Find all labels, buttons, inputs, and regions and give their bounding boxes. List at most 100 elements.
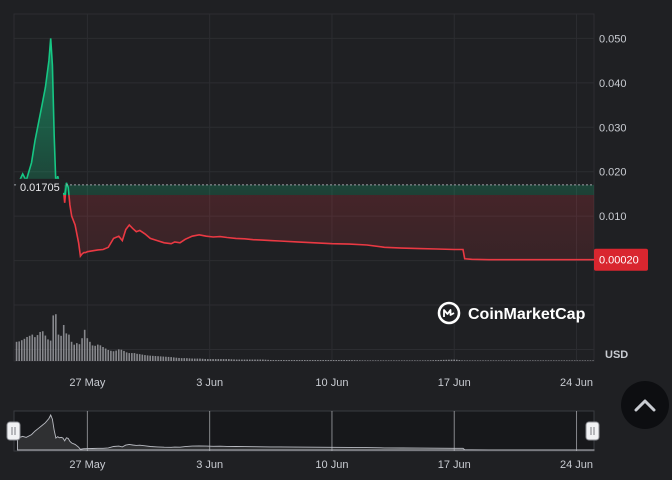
navigator-tick-label: 24 Jun [560, 459, 593, 471]
y-tick-label: 0.010 [599, 211, 627, 223]
volume-bar [117, 349, 120, 361]
volume-bar [400, 360, 403, 361]
coinmarketcap-logo: CoinMarketCap [437, 301, 586, 325]
volume-bar [83, 329, 86, 361]
volume-bar [78, 344, 81, 361]
range-navigator[interactable]: 27 May 3 Jun 10 Jun 17 Jun 24 Jun [6, 410, 600, 471]
volume-bar [272, 360, 275, 361]
volume-bar [573, 360, 576, 361]
volume-bar [157, 356, 159, 361]
volume-bar [338, 360, 340, 361]
volume-bar [246, 359, 248, 361]
volume-bar [379, 360, 382, 361]
volume-bar [204, 358, 207, 361]
navigator-tick-label: 10 Jun [315, 459, 348, 471]
volume-bar [440, 359, 442, 361]
volume-bar [264, 359, 267, 361]
volume-bar [193, 358, 196, 361]
volume-bar [280, 360, 283, 361]
volume-bar [262, 359, 264, 361]
volume-bar [26, 337, 28, 361]
navigator-left-handle[interactable] [6, 421, 21, 441]
volume-bar [571, 360, 573, 361]
volume-bar [505, 360, 508, 361]
volume-bar [68, 334, 70, 361]
volume-bar [60, 335, 62, 361]
volume-bar [531, 360, 534, 361]
navigator-grid [86, 411, 578, 451]
volume-bar [188, 358, 191, 361]
y-tick-label: 0.030 [599, 122, 627, 134]
volume-bar [15, 341, 18, 361]
volume-bar [432, 360, 435, 361]
volume-bar [180, 358, 183, 361]
volume-bar [167, 356, 170, 361]
volume-bar [442, 359, 445, 361]
volume-bar [52, 315, 55, 361]
volume-bar [372, 360, 374, 361]
volume-bar [427, 360, 429, 361]
volume-bar [296, 360, 298, 361]
x-tick-label: 24 Jun [560, 377, 593, 389]
volume-bar [592, 360, 594, 361]
volume-bar [31, 334, 34, 361]
volume-bar [91, 345, 94, 361]
volume-bar [235, 359, 238, 361]
volume-bar [348, 360, 351, 361]
navigator-tick-label: 3 Jun [196, 459, 223, 471]
volume-bar [539, 360, 542, 361]
volume-bar [306, 360, 309, 361]
volume-bar [330, 360, 332, 361]
volume-bar [340, 360, 343, 361]
scroll-to-top-button[interactable] [621, 381, 669, 429]
navigator-tick-label: 27 May [69, 459, 106, 471]
volume-bar [411, 360, 414, 361]
volume-bar [351, 360, 353, 361]
volume-bar [353, 360, 356, 361]
volume-bar [238, 359, 241, 361]
volume-bar [419, 360, 421, 361]
price-area [16, 38, 594, 261]
volume-bar [285, 360, 288, 361]
volume-bars [15, 314, 594, 361]
volume-bar [243, 359, 246, 361]
volume-bar [487, 360, 490, 361]
volume-bar [269, 359, 272, 361]
volume-bar [196, 358, 199, 361]
volume-bar [172, 357, 175, 361]
volume-bar [421, 360, 424, 361]
volume-bar [576, 360, 579, 361]
navigator-right-handle[interactable] [585, 421, 600, 441]
volume-bar [542, 360, 545, 361]
volume-bar [133, 353, 136, 361]
coinmarketcap-watermark: CoinMarketCap [468, 306, 586, 323]
volume-bar [89, 341, 91, 361]
volume-bar [435, 360, 437, 361]
volume-bar [581, 360, 584, 361]
volume-bar [445, 359, 448, 361]
volume-bar [70, 341, 73, 361]
volume-bar [463, 360, 466, 361]
volume-bar [149, 355, 151, 361]
volume-bar [377, 360, 379, 361]
volume-bar [222, 359, 225, 361]
volume-bar [364, 360, 366, 361]
volume-bar [550, 360, 552, 361]
volume-bar [212, 359, 214, 361]
volume-bar [537, 360, 539, 361]
current-price-value: 0.00020 [599, 255, 639, 267]
volume-bar [102, 347, 104, 361]
volume-bar [511, 360, 513, 361]
price-area-below-reference [63, 195, 594, 260]
volume-bar [65, 333, 68, 361]
volume-bar [356, 360, 359, 361]
volume-bar [453, 359, 455, 361]
volume-bar [479, 360, 482, 361]
volume-bar [293, 360, 296, 361]
volume-bar [361, 360, 364, 361]
volume-bar [112, 351, 115, 361]
volume-bar [534, 360, 537, 361]
volume-bar [448, 359, 450, 361]
current-price-badge-bg [594, 248, 648, 271]
